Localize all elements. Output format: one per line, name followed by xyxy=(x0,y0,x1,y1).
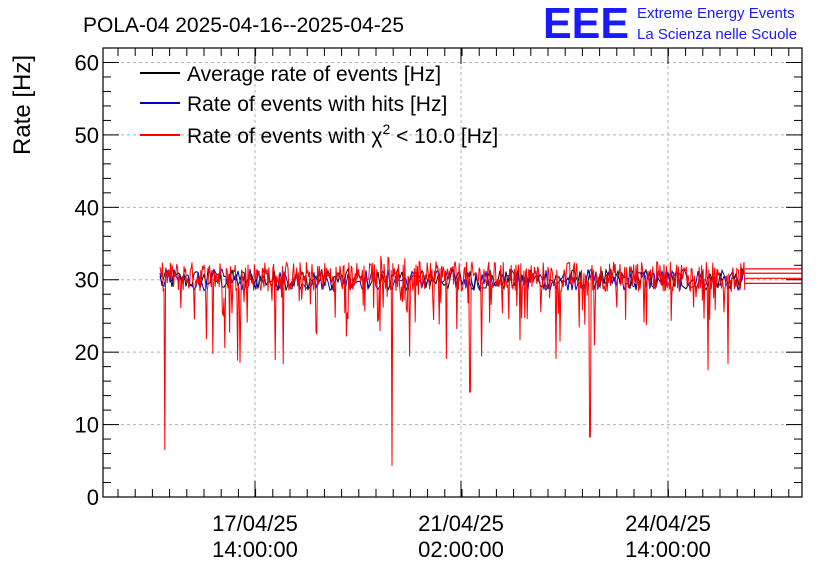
eee-logo: EEE Extreme Energy Events La Scienza nel… xyxy=(543,0,797,48)
y-tick-label: 0 xyxy=(87,485,99,510)
x-tick-label-date: 17/04/25 xyxy=(212,511,298,536)
plot-frame xyxy=(102,47,803,498)
x-tick-label-time: 02:00:00 xyxy=(418,537,504,562)
series-line-3 xyxy=(159,255,746,466)
data-traces xyxy=(159,255,802,466)
y-tick-label: 30 xyxy=(75,268,99,293)
legend-label-2: Rate of events with hits [Hz] xyxy=(187,93,447,116)
legend-label-1: Average rate of events [Hz] xyxy=(187,63,441,86)
eee-logo-line1: Extreme Energy Events xyxy=(637,5,795,22)
legend-label-3: Rate of events with χ2 < 10.0 [Hz] xyxy=(187,121,498,148)
y-tick-label: 50 xyxy=(75,123,99,148)
x-tick-label-time: 14:00:00 xyxy=(212,537,298,562)
axes: 010203040506017/04/2514:00:0021/04/2502:… xyxy=(75,47,803,562)
y-tick-label: 60 xyxy=(75,50,99,75)
x-tick-label-date: 24/04/25 xyxy=(625,511,711,536)
eee-logo-line2: La Scienza nelle Scuole xyxy=(637,26,797,43)
y-axis-label: Rate [Hz] xyxy=(9,55,36,155)
legend: Average rate of events [Hz] Rate of event… xyxy=(140,63,498,148)
y-tick-label: 20 xyxy=(75,340,99,365)
y-tick-label: 10 xyxy=(75,413,99,438)
chart-title: POLA-04 2025-04-16--2025-04-25 xyxy=(83,14,404,37)
y-tick-label: 40 xyxy=(75,195,99,220)
eee-logo-mark: EEE xyxy=(543,0,629,48)
x-tick-label-date: 21/04/25 xyxy=(418,511,504,536)
x-tick-label-time: 14:00:00 xyxy=(625,537,711,562)
